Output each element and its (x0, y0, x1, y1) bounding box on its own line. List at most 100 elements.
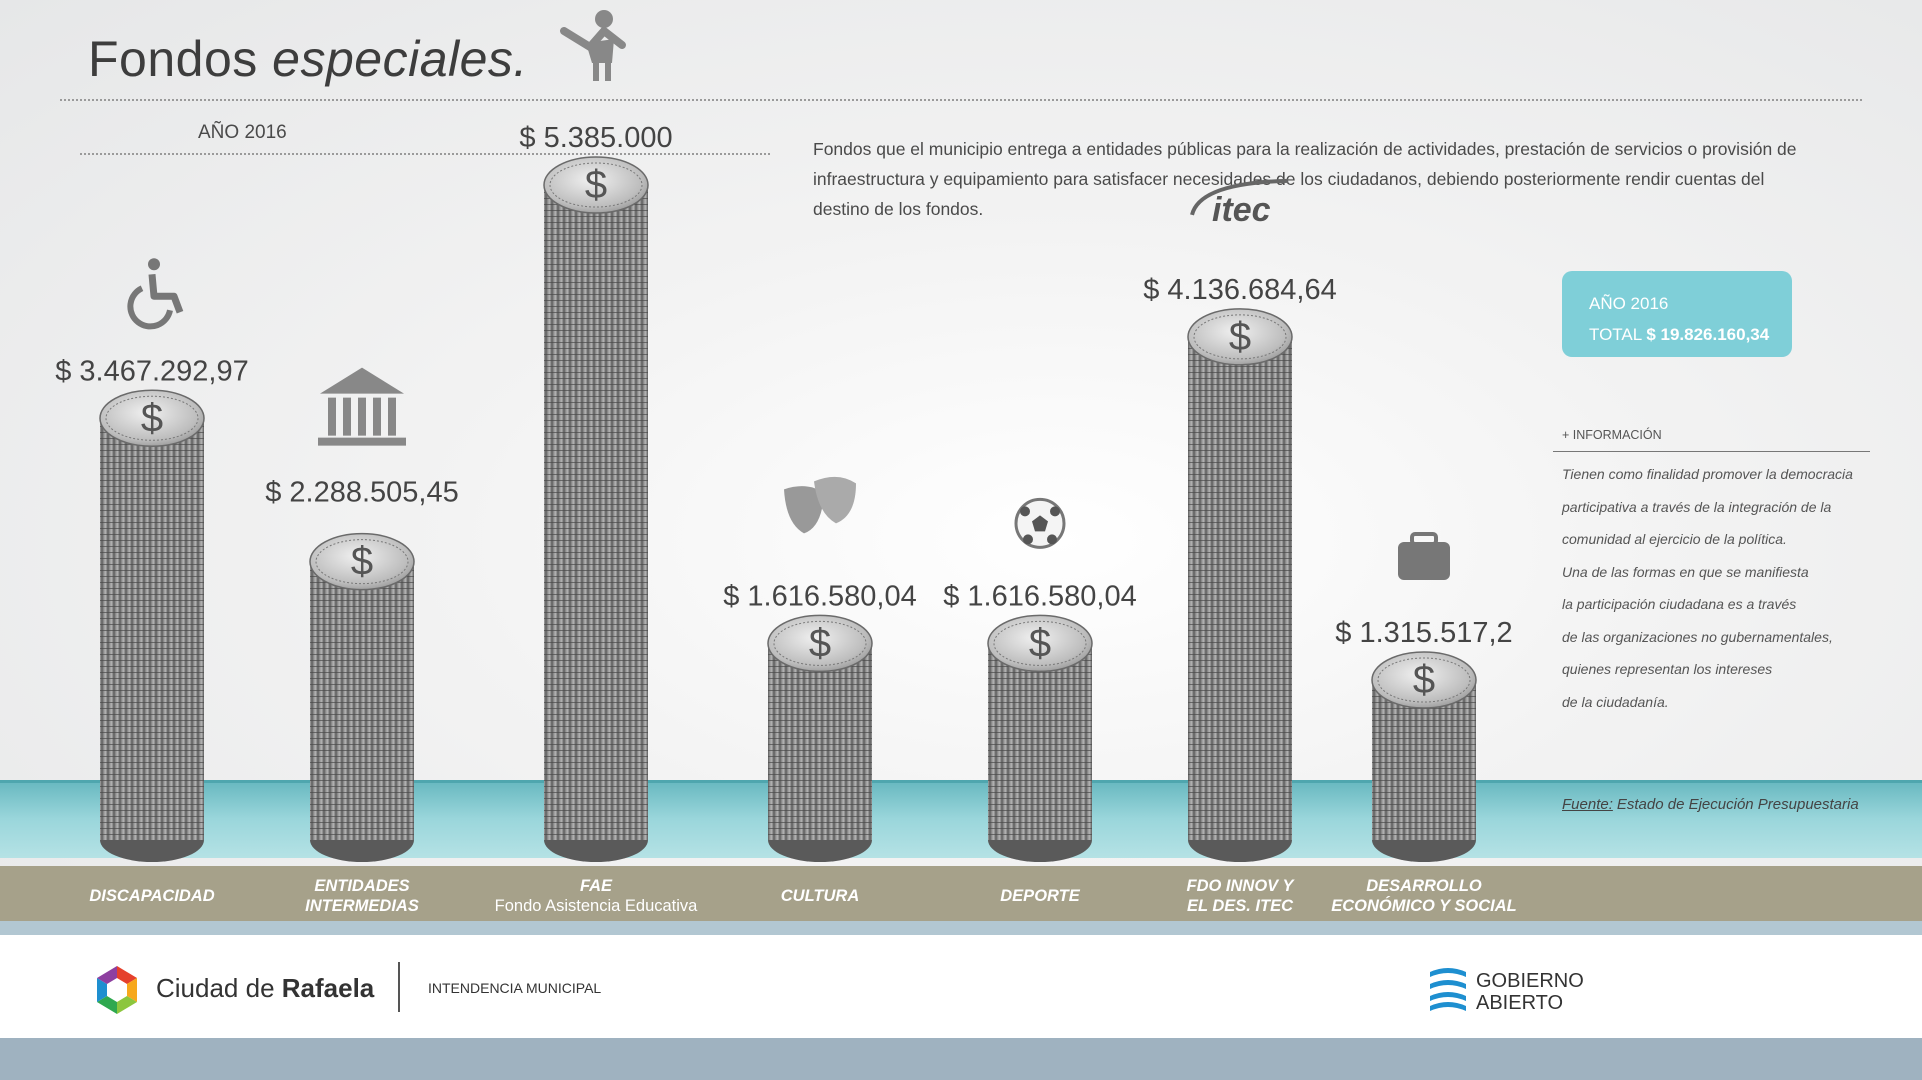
city-part2: Rafaela (281, 973, 375, 1003)
value-label: $ 5.385.000 (519, 122, 672, 154)
title-part1: Fondos (88, 31, 273, 87)
water-edge (0, 780, 1922, 783)
gobierno-abierto-logo-icon (1430, 968, 1466, 1011)
category-label-line1: ENTIDADES (314, 877, 410, 895)
category-label: FAE Fondo Asistencia Educativa (495, 876, 698, 916)
info-line: Una de las formas en que se manifiesta (1562, 563, 1809, 580)
info-divider (1553, 451, 1870, 452)
itec-logo-text: itec (1212, 191, 1271, 229)
coin-stack-face (310, 561, 414, 840)
coin-rim (993, 620, 1087, 666)
info-title[interactable]: + INFORMACIÓN (1562, 428, 1662, 442)
source-label[interactable]: Fuente: (1562, 796, 1613, 813)
icon-part (388, 397, 396, 436)
coin-stack: $ $ 3.467.292,97 (55, 258, 249, 862)
intendencia-label: INTENDENCIA MUNICIPAL (428, 980, 602, 996)
coin-stack: $ $ 1.616.580,04 (943, 497, 1137, 862)
title-divider (60, 99, 1862, 101)
source-note: Fuente: Estado de Ejecución Presupuestari… (1562, 796, 1859, 813)
icon-part (1023, 534, 1033, 545)
coin-rim (1193, 314, 1287, 360)
info-line: quienes representan los intereses (1562, 661, 1773, 677)
footer-divider (398, 962, 400, 1012)
city-name: Ciudad de Rafaela (156, 973, 374, 1004)
briefcase-icon (1398, 531, 1450, 580)
icon-part (1032, 515, 1048, 532)
coin-stack-face (544, 185, 648, 840)
child-icon (560, 10, 626, 81)
icon-part (1047, 534, 1057, 545)
coin-rim (549, 162, 643, 208)
coin-stack-face (100, 418, 204, 840)
icon-part (586, 39, 614, 63)
icon-part (1020, 506, 1030, 517)
wheelchair-icon (127, 258, 184, 330)
icon-part (373, 397, 381, 436)
value-label: $ 1.616.580,04 (723, 580, 917, 612)
coin-top (309, 532, 415, 591)
total-value: $ 19.826.160,34 (1646, 325, 1770, 344)
gob-line1: GOBIERNO (1476, 970, 1584, 992)
category-band (0, 866, 1922, 921)
year-divider (80, 153, 770, 155)
coin-stack-chart: $ $ 3.467.292,97 $ $ 2.288.505,45 $ $ 5.385.0… (55, 10, 1513, 862)
category-label-line1: FDO INNOV Y (1186, 877, 1294, 895)
year-label: AÑO 2016 (198, 122, 287, 143)
coin-stack-face (988, 643, 1092, 840)
city-part1: Ciudad de (156, 973, 282, 1003)
footer (0, 935, 1922, 1038)
icon-part (784, 486, 824, 534)
coin-stack: $ $ 5.385.000 (519, 10, 673, 862)
category-label: DEPORTE (1000, 886, 1079, 906)
gob-line2: ABIERTO (1476, 992, 1564, 1014)
icon-part (595, 10, 613, 28)
coin-stack: $ $ 1.315.517,2 (1335, 531, 1513, 862)
title-part2: especiales. (272, 31, 528, 87)
coin-top (99, 389, 205, 448)
theater-masks-icon (784, 476, 856, 534)
info-line: comunidad al ejercicio de la política. (1562, 531, 1787, 547)
total-box: AÑO 2016 TOTAL $ 19.826.160,34 (1562, 271, 1792, 357)
icon-part (127, 285, 173, 330)
bottom-bar (0, 1038, 1922, 1080)
coin-top (767, 614, 873, 673)
gobierno-abierto-label: GOBIERNO ABIERTO (1476, 970, 1584, 1014)
ciudad-rafaela-logo-icon (97, 966, 137, 1014)
coin-dollar-sign: $ (809, 621, 831, 665)
icon-part (358, 397, 366, 436)
value-label: $ 2.288.505,45 (265, 477, 459, 509)
icon-part (328, 397, 336, 436)
source-text: Estado de Ejecución Presupuestaria (1616, 796, 1859, 813)
category-label: CULTURA (781, 886, 860, 906)
icon-part (1190, 178, 1289, 216)
category-label-line2: Fondo Asistencia Educativa (494, 897, 698, 915)
coin-top (1187, 308, 1293, 366)
coin-dollar-sign: $ (585, 163, 607, 207)
coin-top (1371, 651, 1477, 709)
icon-part (148, 273, 184, 314)
icon-part (320, 367, 404, 394)
icon-part (814, 476, 856, 524)
itec-logo-icon: itec (1190, 178, 1289, 229)
icon-part (560, 25, 626, 53)
coin-stack: $ $ 2.288.505,45 (265, 367, 459, 862)
coin-dollar-sign: $ (351, 540, 373, 584)
coin-stack-face (768, 643, 872, 840)
info-line: de la ciudadanía. (1562, 693, 1669, 710)
icon-part (1398, 541, 1450, 580)
category-label-line2: ECONÓMICO Y SOCIAL (1331, 897, 1517, 915)
icon-part (148, 258, 160, 271)
coin-dollar-sign: $ (1413, 658, 1435, 702)
category-label: ENTIDADES INTERMEDIAS (305, 876, 419, 916)
category-label-line1: DISCAPACIDAD (89, 887, 215, 905)
coin-rim (105, 395, 199, 441)
value-label: $ 4.136.684,64 (1143, 274, 1337, 306)
coin-rim (773, 620, 867, 666)
total-line: TOTAL $ 19.826.160,34 (1589, 319, 1792, 350)
coin-rim (315, 539, 409, 585)
category-label-line2: EL DES. ITEC (1186, 897, 1294, 915)
coin-top (987, 614, 1093, 673)
value-label: $ 1.616.580,04 (943, 580, 1137, 612)
category-band-underline (0, 921, 1922, 935)
coin-stack: $ $ 1.616.580,04 (723, 476, 917, 862)
